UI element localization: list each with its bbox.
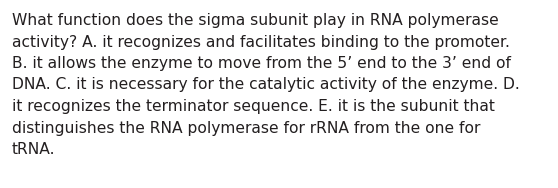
Text: DNA. C. it is necessary for the catalytic activity of the enzyme. D.: DNA. C. it is necessary for the catalyti… xyxy=(12,77,519,92)
Text: it recognizes the terminator sequence. E. it is the subunit that: it recognizes the terminator sequence. E… xyxy=(12,99,495,114)
Text: B. it allows the enzyme to move from the 5’ end to the 3’ end of: B. it allows the enzyme to move from the… xyxy=(12,56,511,71)
Text: What function does the sigma subunit play in RNA polymerase: What function does the sigma subunit pla… xyxy=(12,13,499,28)
Text: tRNA.: tRNA. xyxy=(12,142,55,157)
Text: distinguishes the RNA polymerase for rRNA from the one for: distinguishes the RNA polymerase for rRN… xyxy=(12,121,480,136)
Text: activity? A. it recognizes and facilitates binding to the promoter.: activity? A. it recognizes and facilitat… xyxy=(12,35,510,49)
